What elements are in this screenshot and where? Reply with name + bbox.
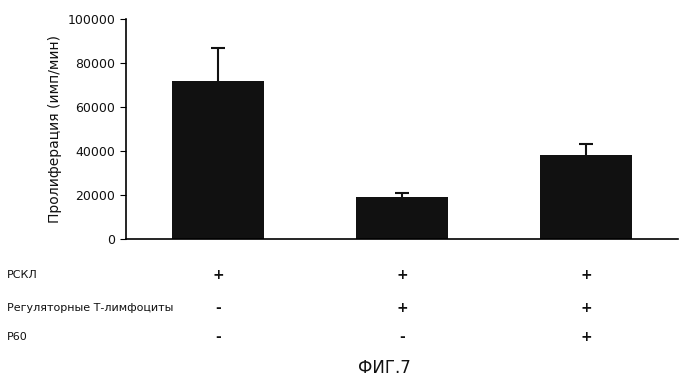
Text: +: +	[396, 268, 408, 282]
Text: -: -	[215, 301, 221, 315]
Bar	[172, 81, 264, 239]
Text: -: -	[399, 330, 405, 344]
Text: РСКЛ: РСКЛ	[7, 270, 38, 280]
Text: +: +	[580, 301, 592, 315]
Text: +: +	[580, 330, 592, 344]
Text: ФИГ.7: ФИГ.7	[358, 359, 411, 377]
Text: P60: P60	[7, 332, 28, 342]
Bar	[356, 197, 448, 239]
Text: Регуляторные Т-лимфоциты: Регуляторные Т-лимфоциты	[7, 303, 173, 313]
Text: +: +	[396, 301, 408, 315]
Text: +: +	[212, 268, 224, 282]
Text: +: +	[580, 268, 592, 282]
Y-axis label: Пролиферация (имп/мин): Пролиферация (имп/мин)	[48, 35, 62, 223]
Text: -: -	[215, 330, 221, 344]
Bar	[540, 155, 632, 239]
